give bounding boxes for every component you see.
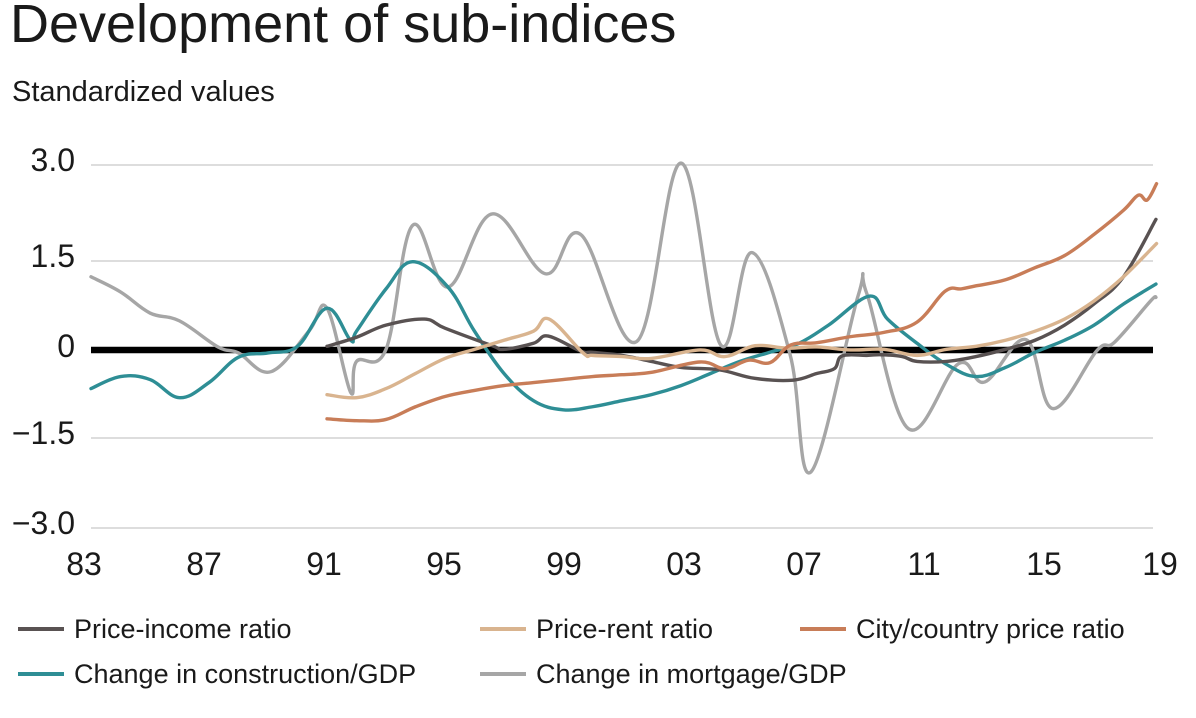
svg-text:07: 07: [786, 546, 822, 582]
svg-text:−3.0: −3.0: [12, 505, 75, 541]
svg-text:−1.5: −1.5: [12, 415, 75, 451]
svg-text:87: 87: [186, 546, 222, 582]
svg-text:83: 83: [66, 546, 102, 582]
svg-text:15: 15: [1026, 546, 1062, 582]
svg-text:11: 11: [907, 546, 940, 582]
svg-text:1.5: 1.5: [31, 238, 75, 274]
svg-text:19: 19: [1142, 546, 1178, 582]
svg-text:99: 99: [546, 546, 582, 582]
svg-text:03: 03: [666, 546, 702, 582]
svg-text:0: 0: [57, 328, 75, 364]
svg-text:3.0: 3.0: [31, 142, 75, 178]
svg-text:95: 95: [426, 546, 462, 582]
svg-text:91: 91: [306, 546, 342, 582]
